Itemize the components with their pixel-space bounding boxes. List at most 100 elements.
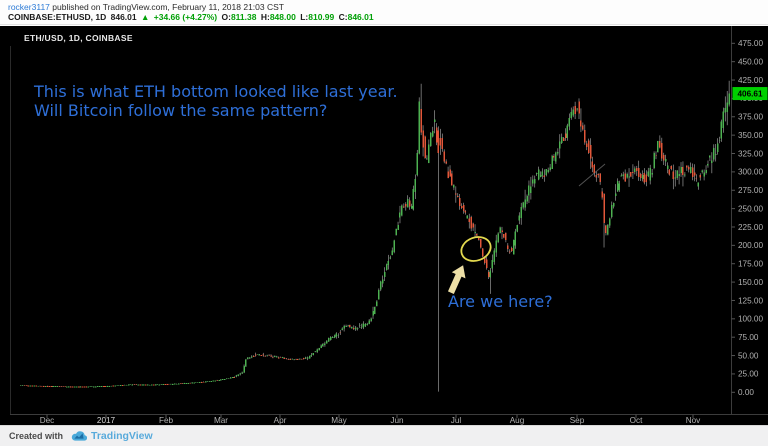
chart-pane[interactable]: 475.00450.00425.00400.00375.00350.00325.… [0, 26, 768, 425]
candle [166, 384, 168, 385]
tradingview-brand-link[interactable]: TradingView [91, 430, 153, 442]
candle [460, 206, 463, 209]
candle [193, 382, 195, 384]
candle [541, 171, 544, 176]
candle [118, 385, 120, 387]
time-axis-label: Nov [686, 416, 701, 425]
candle [483, 257, 486, 263]
candle [362, 323, 365, 328]
candle [345, 325, 347, 327]
candle [197, 382, 199, 384]
tradingview-logo-icon[interactable] [71, 430, 88, 442]
candle [399, 212, 401, 218]
high-value: 848.00 [269, 12, 296, 22]
username-link[interactable]: rocker3117 [8, 2, 50, 12]
candle [726, 102, 728, 112]
candle [720, 121, 723, 139]
price-tag-value: 406.61 [737, 90, 762, 99]
pane-borders [10, 26, 768, 415]
candle [570, 112, 573, 118]
candle [335, 333, 338, 337]
candle [699, 175, 702, 178]
candle [64, 386, 66, 388]
candle [295, 359, 297, 361]
low-label: L: [300, 12, 309, 22]
candle [599, 173, 601, 183]
candle [491, 259, 494, 269]
candle [175, 383, 178, 385]
candle [562, 138, 565, 141]
drawn-trendline[interactable] [578, 163, 606, 187]
candle [108, 386, 111, 387]
open-label: O: [221, 12, 231, 22]
candle [722, 111, 725, 129]
annotation-text-question[interactable]: Are we here? [448, 292, 553, 311]
candle [33, 385, 35, 387]
candle [603, 193, 605, 224]
symbol-status-line: COINBASE:ETHUSD, 1D 846.01 ▲ +34.66 (+4.… [8, 12, 768, 23]
candle [268, 354, 270, 356]
arrow-annotation[interactable] [444, 262, 470, 296]
candle [378, 289, 380, 300]
snapshot-footer: Created with TradingView [0, 425, 768, 446]
candle [412, 189, 415, 210]
candle [37, 385, 39, 387]
candle [584, 130, 586, 143]
candle [89, 386, 91, 388]
candle [66, 386, 68, 388]
candle [104, 386, 107, 387]
chart-legend: ETH/USD, 1D, COINBASE [24, 33, 133, 43]
candle [489, 270, 492, 278]
candle [106, 385, 109, 387]
candle [164, 384, 166, 386]
candle [31, 385, 34, 387]
price-axis-label: 375.00 [738, 113, 763, 122]
candle [189, 382, 191, 384]
candle [670, 166, 673, 169]
time-axis-label: Apr [274, 416, 287, 425]
candle [77, 386, 80, 388]
candle [716, 143, 719, 153]
candle [304, 357, 307, 359]
candle [416, 153, 419, 176]
candle [485, 259, 488, 269]
candle [162, 384, 164, 385]
candle [58, 386, 60, 388]
candle [405, 203, 407, 207]
candle [29, 385, 32, 387]
candle [141, 384, 143, 386]
candle [516, 225, 519, 232]
candle [143, 384, 145, 386]
candle [695, 177, 698, 179]
candle [206, 381, 209, 383]
candle [354, 327, 357, 330]
candlestick-chart-canvas[interactable]: 475.00450.00425.00400.00375.00350.00325.… [0, 26, 768, 425]
candle [43, 385, 45, 387]
candle [507, 245, 509, 250]
candle [358, 325, 361, 327]
candle [684, 174, 686, 176]
candle [310, 355, 313, 356]
candle [254, 354, 257, 356]
price-axis[interactable]: 475.00450.00425.00400.00375.00350.00325.… [731, 39, 764, 397]
candle [93, 386, 95, 388]
candle [137, 384, 139, 386]
candle [170, 383, 172, 385]
candle [147, 384, 149, 386]
candle [62, 386, 64, 388]
annotation-text-main[interactable]: This is what ETH bottom looked like last… [34, 82, 398, 120]
candles-layer[interactable] [20, 80, 730, 392]
candle [703, 172, 705, 177]
candle [647, 171, 650, 176]
candle [98, 386, 101, 388]
highlight-ellipse-annotation[interactable] [458, 233, 494, 265]
price-axis-label: 450.00 [738, 57, 763, 66]
price-change: +34.66 (+4.27%) [153, 12, 218, 22]
candle [524, 199, 526, 208]
candle [158, 384, 161, 386]
candle [241, 372, 243, 374]
time-axis[interactable]: Dec 2017 Feb Mar Apr May Jun Jul Aug Sep Oct Nov [40, 414, 701, 426]
candle [580, 120, 582, 127]
candle [547, 170, 549, 172]
candle [127, 384, 130, 386]
